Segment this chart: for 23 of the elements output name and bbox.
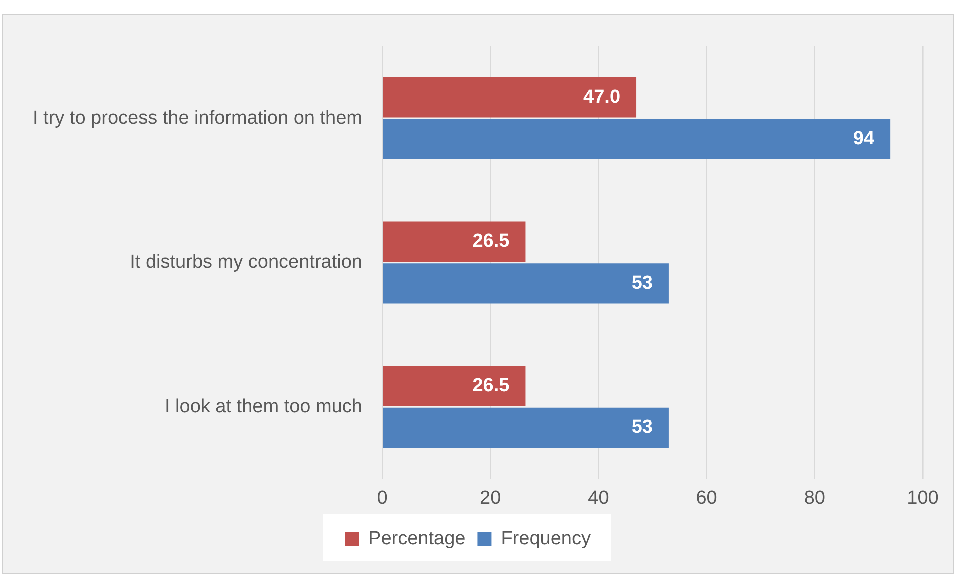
x-tick-label: 100 xyxy=(907,488,939,509)
data-label: 47.0 xyxy=(584,86,621,108)
x-tick-label: 0 xyxy=(377,488,388,509)
data-label: 26.5 xyxy=(472,375,510,396)
y-tick-label: It disturbs my concentration xyxy=(130,252,362,274)
bar xyxy=(383,366,526,406)
x-tick-label: 20 xyxy=(480,488,502,509)
bar xyxy=(383,264,669,304)
y-tick-label: I try to process the information on them xyxy=(32,108,362,129)
bar xyxy=(383,408,669,448)
data-label: 53 xyxy=(632,272,653,294)
bar xyxy=(383,119,891,160)
y-tick-label: I look at them too much xyxy=(164,396,362,418)
bar xyxy=(383,78,637,118)
x-tick-label: 80 xyxy=(804,488,826,509)
bar xyxy=(383,222,526,262)
x-tick-label: 40 xyxy=(588,488,610,509)
legend-label: Percentage xyxy=(368,528,466,550)
data-label: 53 xyxy=(632,417,653,438)
data-label: 26.5 xyxy=(472,231,510,252)
x-tick-label: 60 xyxy=(696,488,718,509)
data-label: 94 xyxy=(853,128,875,150)
legend-label: Frequency xyxy=(501,528,592,550)
